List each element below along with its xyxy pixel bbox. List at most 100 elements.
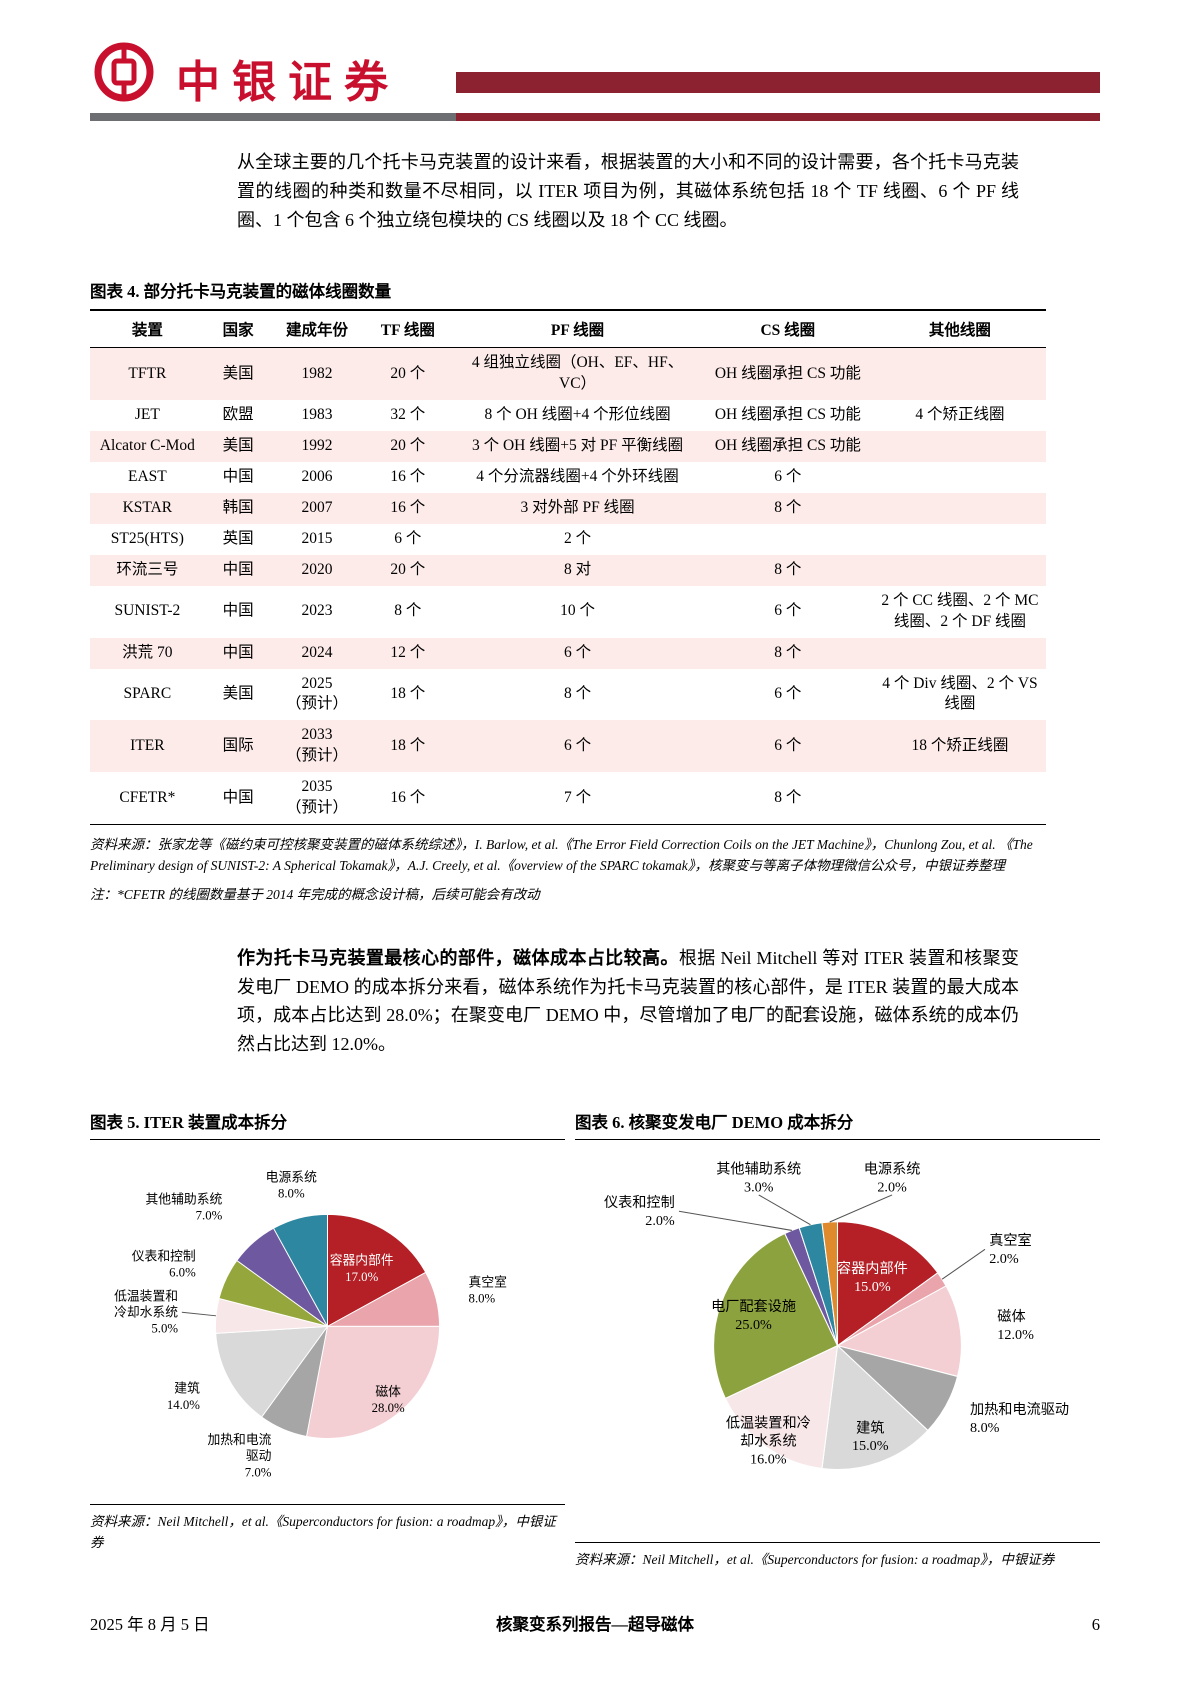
figure4-title: 图表 4. 部分托卡马克装置的磁体线圈数量	[90, 282, 392, 302]
table-cell: 中国	[222, 643, 254, 661]
table-cell: 7 个	[563, 788, 592, 806]
table-cell: 4 个 Div 线圈、2 个 VS 线圈	[882, 674, 1038, 713]
table-cell: 6 个	[563, 643, 592, 661]
pie-slice	[272, 1213, 328, 1327]
table-cell: 32 个	[390, 406, 426, 424]
table-cell: 8 个	[774, 560, 802, 578]
table-row: SPARC 美国 2025 （预计） 18 个 8 个 6 个 4 个 Div 线圈、2 个…	[90, 669, 1046, 721]
pie-label: 电源系统 8.0%	[266, 1171, 317, 1201]
table-source: 资料来源：张家龙等《磁约束可控核聚变装置的磁体系统综述》，I. Barlow, …	[90, 837, 1033, 873]
table-row: 环流三号 中国 2020 20 个 8 对 8 个	[90, 554, 1046, 586]
table-cell: 20 个	[390, 364, 426, 382]
table-cell: 2 个 CC 线圈、2 个 MC 线圈、2 个 DF 线圈	[881, 591, 1039, 630]
table-cell: 中国	[222, 788, 254, 806]
table-row: JET 欧盟 1983 32 个 8 个 OH 线圈+4 个形位线圈 OH 线圈承担 CS…	[90, 400, 1046, 431]
figure5-block: 图表 5. ITER 装置成本拆分 容器内部件 17.0% 真空室 8.0% 磁体 28.…	[90, 1109, 565, 1571]
table-cell: JET	[134, 406, 160, 424]
table-row: Alcator C-Mod 美国 1992 20 个 3 个 OH 线圈+5 对 PF …	[90, 431, 1046, 463]
figure6-block: 图表 6. 核聚变发电厂 DEMO 成本拆分 容器内部件 15.0% 真空室 2.0%…	[575, 1109, 1100, 1571]
table-cell: 6 个	[774, 602, 802, 620]
page-footer: 2025 年 8 月 5 日 核聚变系列报告—超导磁体 6	[90, 1611, 1100, 1635]
table-row: EAST 中国 2006 16 个 4 个分流器线圈+4 个外环线圈 6 个	[90, 462, 1046, 493]
pie-slice	[836, 1221, 939, 1347]
figure4-block: 图表 4. 部分托卡马克装置的磁体线圈数量 装置 国家 建成年份 TF 线圈 PF 线圈…	[90, 278, 1100, 905]
table-cell: 8 个	[774, 499, 802, 516]
cost-paragraph-bold: 作为托卡马克装置最核心的部件，磁体成本占比较高。	[237, 947, 679, 968]
pie-label: 仪表和控制 6.0%	[132, 1250, 196, 1280]
table-cell: 1983	[301, 406, 333, 424]
table-cell: OH 线圈承担 CS 功能	[714, 406, 861, 424]
leader-line	[758, 1194, 811, 1226]
header-bar-primary	[456, 72, 1100, 93]
table-cell: 英国	[222, 529, 254, 547]
pie-label: 其他辅助系统 3.0%	[716, 1161, 801, 1195]
table-cell: SPARC	[123, 684, 172, 702]
table-cell: 10 个	[560, 602, 595, 620]
table-cell	[874, 493, 1046, 524]
table-cell: 6 个	[563, 736, 592, 754]
table-cell: 2020	[301, 560, 333, 578]
table-row: 洪荒 70 中国 2024 12 个 6 个 8 个	[90, 637, 1046, 669]
table-header-row: 装置 国家 建成年份 TF 线圈 PF 线圈 CS 线圈 其他线圈	[90, 310, 1046, 349]
table-cell: 6 个	[774, 468, 802, 486]
table-row: KSTAR 韩国 2007 16 个 3 对外部 PF 线圈 8 个	[90, 493, 1046, 524]
coil-table-head: 装置 国家 建成年份 TF 线圈 PF 线圈 CS 线圈 其他线圈	[90, 310, 1046, 349]
table-cell: 韩国	[222, 499, 254, 516]
intro-paragraph: 从全球主要的几个托卡马克装置的设计来看，根据装置的大小和不同的设计需要，各个托卡…	[237, 152, 1019, 230]
table-header-cell: CS 线圈	[701, 310, 874, 349]
table-cell: TFTR	[128, 364, 167, 382]
table-cell: 2 个	[563, 529, 592, 547]
table-cell: 8 个	[394, 602, 422, 620]
table-cell: 欧盟	[222, 406, 254, 424]
table-cell: ITER	[130, 736, 165, 754]
figure5-source: 资料来源：Neil Mitchell，et al.《Superconductor…	[90, 1504, 565, 1554]
leader-line	[829, 1194, 893, 1223]
table-cell: 2007	[301, 499, 333, 516]
table-cell: 18 个	[390, 736, 426, 754]
table-cell: ST25(HTS)	[110, 529, 184, 547]
pie-label: 真空室 2.0%	[989, 1232, 1031, 1267]
table-cell: 8 个	[774, 788, 802, 806]
pie-label: 磁体 12.0%	[997, 1309, 1034, 1343]
table-cell: 2024	[301, 643, 333, 661]
table-cell: 4 个矫正线圈	[915, 406, 1005, 424]
pie-slice	[724, 1344, 839, 1470]
table-row: CFETR* 中国 2035 （预计） 16 个 7 个 8 个	[90, 772, 1046, 824]
table-cell: 2033 （预计）	[286, 726, 349, 765]
table-cell: 洪荒 70	[122, 643, 173, 661]
pie-label: 其他辅助系统 7.0%	[146, 1192, 223, 1222]
table-cell: 8 对	[563, 560, 592, 578]
pie-slice	[327, 1213, 427, 1328]
coil-table: 装置 国家 建成年份 TF 线圈 PF 线圈 CS 线圈 其他线圈 TFTR 美国 1982 20…	[90, 309, 1046, 826]
footer-report-title: 核聚变系列报告—超导磁体	[496, 1615, 694, 1634]
table-cell	[874, 772, 1046, 824]
table-cell	[874, 524, 1046, 555]
table-cell: 国际	[222, 736, 254, 754]
table-cell	[874, 555, 1046, 586]
header-bar-secondary	[90, 113, 1100, 121]
report-header: 中银证券	[90, 0, 1100, 132]
table-cell: 12 个	[390, 643, 426, 661]
pie-slice	[713, 1232, 839, 1400]
table-cell: 16 个	[390, 468, 426, 486]
footer-date: 2025 年 8 月 5 日	[90, 1615, 210, 1634]
table-cell: 2006	[301, 468, 333, 486]
table-cell	[702, 524, 874, 555]
leader-line	[678, 1210, 792, 1231]
table-cell	[874, 462, 1046, 493]
table-cell: 3 个 OH 线圈+5 对 PF 平衡线圈	[471, 437, 684, 455]
table-cell: 2035 （预计）	[286, 778, 349, 817]
boc-logo-icon	[92, 40, 156, 109]
coil-table-body: TFTR 美国 1982 20 个 4 组独立线圈（OH、EF、HF、VC） OH 线圈承…	[90, 347, 1046, 825]
figure5-title: 图表 5. ITER 装置成本拆分	[90, 1109, 565, 1141]
table-cell: 中国	[222, 560, 254, 578]
figure6-source: 资料来源：Neil Mitchell，et al.《Superconductor…	[575, 1542, 1100, 1571]
pie-label: 加热和电流驱动 8.0%	[970, 1402, 1069, 1436]
table-cell: 18 个	[390, 684, 426, 702]
pie-label: 低温装置和冷却水系统 5.0%	[114, 1289, 178, 1335]
table-header-cell: 装置	[90, 310, 205, 349]
table-header-cell: 建成年份	[271, 310, 363, 349]
table-header-cell: TF 线圈	[362, 310, 454, 349]
pie-label: 建筑 15.0%	[852, 1420, 889, 1454]
